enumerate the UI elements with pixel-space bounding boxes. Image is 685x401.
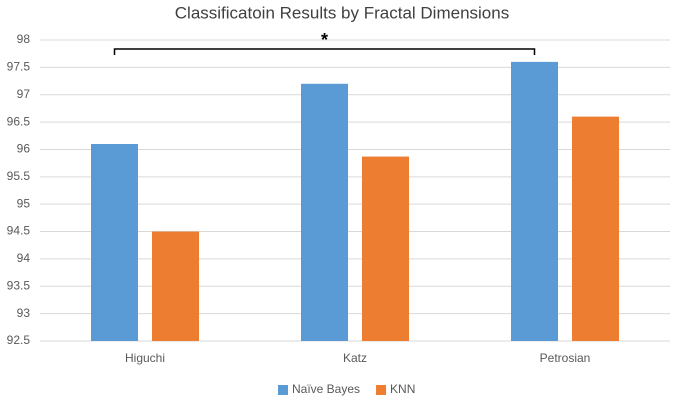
y-tick-label: 97 <box>17 87 31 101</box>
legend-swatch <box>278 385 288 395</box>
bar <box>572 116 619 341</box>
y-tick-label: 95.5 <box>7 169 31 183</box>
bar <box>362 156 409 341</box>
x-tick-label: Katz <box>343 351 367 365</box>
y-tick-label: 97.5 <box>7 60 31 74</box>
y-tick-label: 92.5 <box>7 333 31 347</box>
legend-swatch <box>376 385 387 395</box>
y-tick-label: 96.5 <box>7 114 31 128</box>
bar <box>301 83 348 342</box>
y-tick-label: 96 <box>17 142 31 156</box>
y-tick-label: 94.5 <box>7 224 31 238</box>
x-tick-label: Petrosian <box>540 351 591 365</box>
legend-label: Naïve Bayes <box>292 382 360 396</box>
y-tick-label: 98 <box>17 32 31 46</box>
bar <box>152 231 199 341</box>
chart-title: Classificatoin Results by Fractal Dimens… <box>175 3 509 22</box>
legend-label: KNN <box>390 382 415 396</box>
bar <box>511 61 558 342</box>
annotation: * <box>321 30 328 50</box>
y-tick-label: 93.5 <box>7 278 31 292</box>
y-tick-label: 94 <box>17 251 31 265</box>
significance-bracket <box>113 48 536 55</box>
y-tick-label: 95 <box>17 196 31 210</box>
x-tick-label: Higuchi <box>125 351 165 365</box>
y-tick-label: 93 <box>17 306 31 320</box>
bar <box>91 143 138 341</box>
